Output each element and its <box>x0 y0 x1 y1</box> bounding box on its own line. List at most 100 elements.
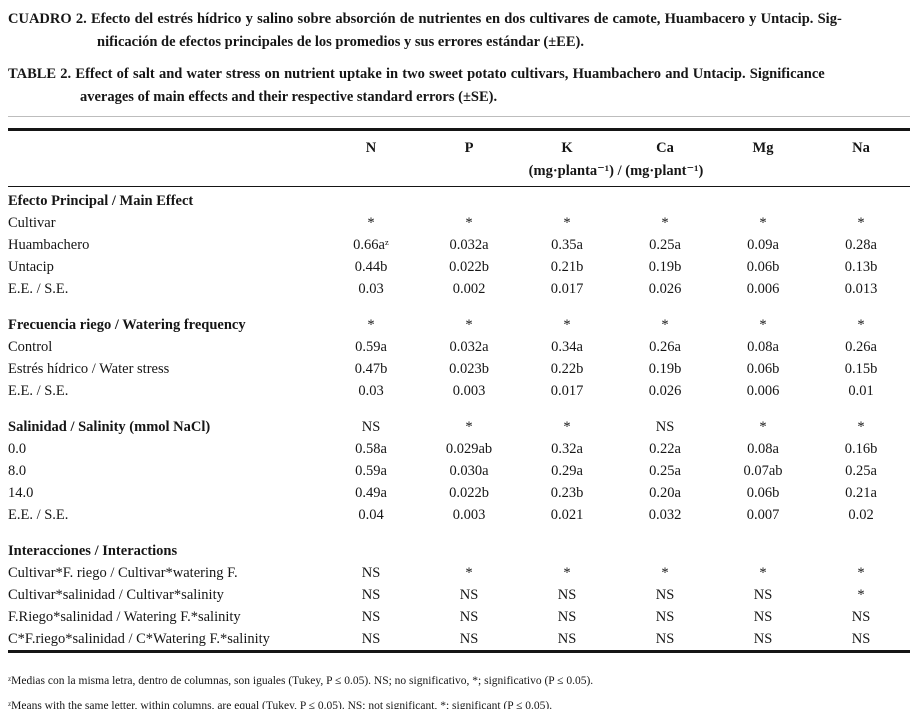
empty-cell <box>322 187 420 213</box>
row-label: E.E. / S.E. <box>8 383 69 399</box>
cell-value: 0.58a <box>355 441 387 457</box>
footnotes: ᶻMedias con la misma letra, dentro de co… <box>8 674 910 709</box>
table-row: Cultivar * * * * * * <box>8 212 910 234</box>
cell-value: * <box>563 565 571 581</box>
caption-label: TABLE 2. <box>8 66 72 82</box>
cell-value: * <box>759 317 767 333</box>
cell-value: * <box>367 215 375 231</box>
cell-value: * <box>465 419 473 435</box>
row-label: Control <box>8 339 53 355</box>
row-label: C*F.riego*salinidad / C*Watering F.*sali… <box>8 631 270 647</box>
row-label: Huambachero <box>8 237 90 253</box>
cell-value: 0.01 <box>848 383 874 399</box>
cell-value: * <box>857 419 865 435</box>
cell-value: * <box>465 215 473 231</box>
cell-value: 0.47b <box>354 361 388 377</box>
cell-value: 0.49a <box>355 485 387 501</box>
cell-value: 0.003 <box>452 383 486 399</box>
cell-value: 0.32a <box>551 441 583 457</box>
section-spacer <box>8 402 910 416</box>
cell-value: NS <box>655 419 675 435</box>
column-header: Mg <box>752 140 774 156</box>
cell-value: 0.13b <box>844 259 878 275</box>
cell-value: * <box>563 419 571 435</box>
section-spacer-row <box>8 300 910 314</box>
row-label: F.Riego*salinidad / Watering F.*salinity <box>8 609 241 625</box>
cell-value: 0.03 <box>358 281 384 297</box>
footnote: ᶻMedias con la misma letra, dentro de co… <box>8 675 594 687</box>
cell-value: 0.030a <box>449 463 489 479</box>
table-row: 0.0 0.58a 0.029ab 0.32a 0.22a 0.08a 0.16b <box>8 438 910 460</box>
table-row: 8.0 0.59a 0.030a 0.29a 0.25a 0.07ab 0.25a <box>8 460 910 482</box>
cell-value: 0.35a <box>551 237 583 253</box>
top-faint-rule <box>8 116 910 117</box>
cell-value: 0.022b <box>449 485 489 501</box>
cell-value: * <box>661 565 669 581</box>
empty-cell <box>420 540 518 562</box>
empty-cell <box>812 187 910 213</box>
table-row: Huambachero 0.66aᶻ 0.032a 0.35a 0.25a 0.09a 0.… <box>8 234 910 256</box>
cell-value: 0.07ab <box>743 463 783 479</box>
cell-value: NS <box>557 609 577 625</box>
section-spacer <box>8 526 910 540</box>
cell-value: * <box>465 317 473 333</box>
table-head: N P K Ca Mg Na (mg·planta⁻¹) / (mg·plant⁻¹) <box>8 130 910 187</box>
column-header: N <box>365 140 377 156</box>
section-spacer-row <box>8 402 910 416</box>
cell-value: 0.22b <box>550 361 584 377</box>
cell-value: * <box>759 565 767 581</box>
cell-value: 0.08a <box>747 339 779 355</box>
section-spacer-row <box>8 526 910 540</box>
row-label: 0.0 <box>8 441 27 457</box>
cell-value: 0.002 <box>452 281 486 297</box>
section-header-row: Salinidad / Salinity (mmol NaCl) NS * * NS * * <box>8 416 910 438</box>
cell-value: NS <box>361 609 381 625</box>
empty-cell <box>714 187 812 213</box>
cell-value: NS <box>557 631 577 647</box>
cell-value: 0.44b <box>354 259 388 275</box>
cell-value: NS <box>557 587 577 603</box>
section-header: Salinidad / Salinity (mmol NaCl) <box>8 419 211 435</box>
table-row: Control 0.59a 0.032a 0.34a 0.26a 0.08a 0.26a <box>8 336 910 358</box>
cell-value: 0.03 <box>358 383 384 399</box>
row-label: Cultivar*F. riego / Cultivar*watering F. <box>8 565 238 581</box>
table-row: E.E. / S.E. 0.04 0.003 0.021 0.032 0.007 0.02 <box>8 504 910 526</box>
units-label: (mg·planta⁻¹) / (mg·plant⁻¹) <box>528 163 704 179</box>
data-table: N P K Ca Mg Na (mg·planta⁻¹) / (mg·plant⁻¹) Efe… <box>8 128 910 653</box>
empty-cell <box>616 187 714 213</box>
cell-value: 0.22a <box>649 441 681 457</box>
cell-value: 0.21a <box>845 485 877 501</box>
cell-value: 0.25a <box>649 463 681 479</box>
caption-block: TABLE 2. Effect of salt and water stress… <box>8 63 910 109</box>
empty-cell <box>714 540 812 562</box>
cell-value: * <box>857 587 865 603</box>
table-row: Untacip 0.44b 0.022b 0.21b 0.19b 0.06b 0.13b <box>8 256 910 278</box>
table-row: E.E. / S.E. 0.03 0.002 0.017 0.026 0.006 0.013 <box>8 278 910 300</box>
cell-value: 0.26a <box>845 339 877 355</box>
cell-value: 0.66aᶻ <box>353 237 389 253</box>
cell-value: 0.16b <box>844 441 878 457</box>
caption-label: CUADRO 2. <box>8 11 87 27</box>
cell-value: 0.15b <box>844 361 878 377</box>
cell-value: 0.06b <box>746 259 780 275</box>
cell-value: NS <box>361 419 381 435</box>
table-row: E.E. / S.E. 0.03 0.003 0.017 0.026 0.006 0.01 <box>8 380 910 402</box>
cell-value: 0.026 <box>648 383 682 399</box>
cell-value: NS <box>753 609 773 625</box>
cell-value: 0.59a <box>355 339 387 355</box>
units-row: (mg·planta⁻¹) / (mg·plant⁻¹) <box>8 162 910 187</box>
footnote: ᶻMeans with the same letter, within colu… <box>8 700 553 709</box>
table-row: C*F.riego*salinidad / C*Watering F.*sali… <box>8 628 910 652</box>
cell-value: * <box>759 215 767 231</box>
section-header: Interacciones / Interactions <box>8 543 178 559</box>
cell-value: 0.007 <box>746 507 780 523</box>
cell-value: 0.28a <box>845 237 877 253</box>
cell-value: NS <box>655 587 675 603</box>
row-label: Cultivar <box>8 215 56 231</box>
cell-value: 0.006 <box>746 383 780 399</box>
caption-line: nificación de efectos principales de los… <box>97 34 584 50</box>
empty-cell <box>812 540 910 562</box>
cell-value: 0.006 <box>746 281 780 297</box>
cell-value: 0.022b <box>449 259 489 275</box>
table-row: Cultivar*F. riego / Cultivar*watering F.… <box>8 562 910 584</box>
